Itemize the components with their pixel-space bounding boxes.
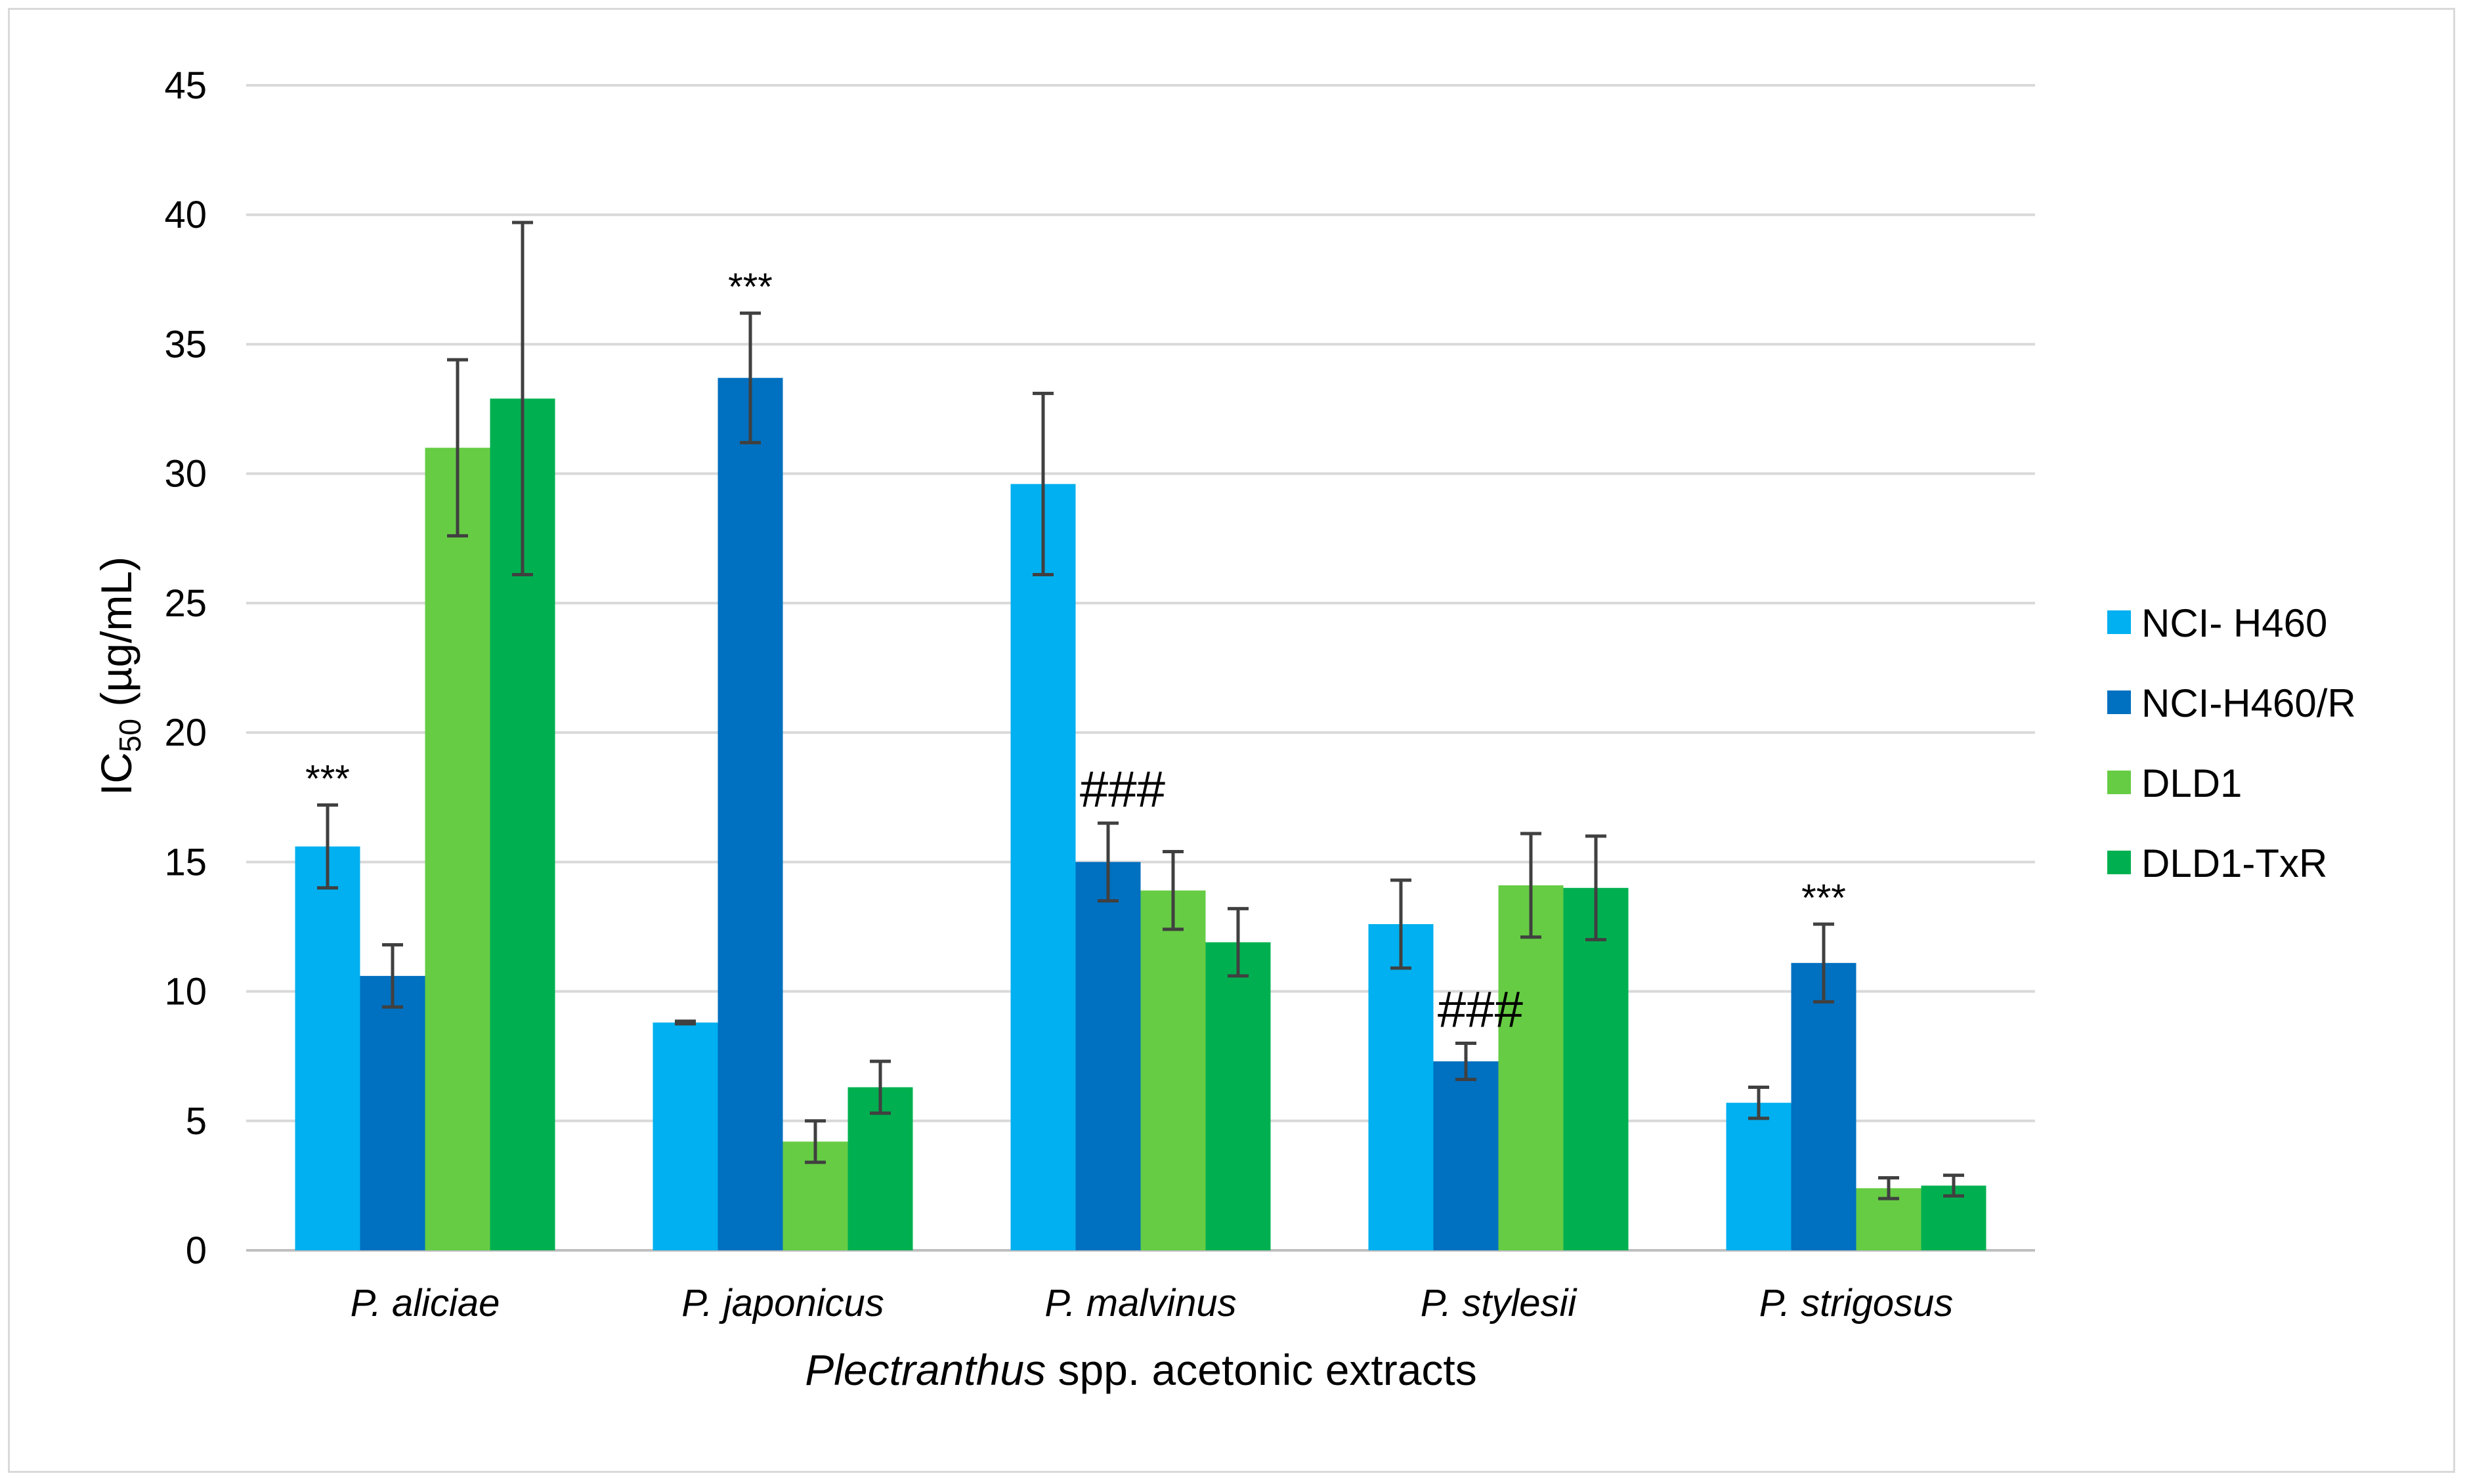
bar (1563, 887, 1629, 1250)
legend-label: NCI-H460/R (2141, 681, 2356, 725)
x-axis-title: Plectranthus spp. acetonic extracts (805, 1346, 1477, 1394)
bar (1791, 963, 1856, 1250)
x-tick-labels: P. aliciae P. japonicus P. malvinus P. styl… (351, 1282, 1954, 1325)
significance-annotation: *** (305, 758, 350, 801)
legend-label: DLD1-TxR (2141, 841, 2327, 885)
y-tick-label: 10 (164, 971, 207, 1013)
y-tick-label: 15 (164, 841, 207, 883)
bar (718, 377, 783, 1251)
x-tick-label: P. malvinus (1044, 1282, 1236, 1325)
y-tick-label: 5 (186, 1100, 207, 1143)
bar (425, 448, 490, 1251)
legend-swatch (2107, 771, 2131, 794)
significance-annotations: *** *** ### ### *** (305, 266, 1846, 1038)
legend-label: DLD1 (2141, 761, 2242, 805)
bar (1010, 484, 1076, 1250)
y-axis-title: IC50 (µg/mL) (92, 557, 147, 795)
significance-annotation: ### (1080, 760, 1165, 818)
x-tick-label: P. strigosus (1759, 1282, 1954, 1325)
y-tick-label: 0 (186, 1229, 207, 1272)
bar (1726, 1103, 1791, 1250)
x-tick-label: P. aliciae (351, 1282, 500, 1325)
x-tick-label: P. japonicus (681, 1282, 884, 1325)
bar (653, 1022, 718, 1250)
x-tick-label: P. stylesii (1421, 1282, 1578, 1325)
bar (295, 846, 360, 1250)
y-tick-label: 25 (164, 582, 207, 625)
bars (295, 377, 1986, 1251)
significance-annotation: *** (728, 266, 773, 308)
legend: NCI- H460 NCI-H460/R DLD1 DLD1-TxR (2107, 601, 2356, 885)
y-tick-labels: 0 5 10 15 20 25 30 35 40 45 (164, 64, 207, 1272)
legend-swatch (2107, 610, 2131, 634)
y-tick-label: 30 (164, 453, 207, 496)
y-tick-label: 20 (164, 711, 207, 754)
significance-annotation: ### (1438, 980, 1523, 1038)
legend-label: NCI- H460 (2141, 601, 2327, 645)
legend-swatch (2107, 851, 2131, 874)
bar (1140, 890, 1206, 1250)
y-tick-label: 45 (164, 64, 207, 107)
legend-swatch (2107, 690, 2131, 714)
bar (1205, 942, 1271, 1250)
y-tick-label: 35 (164, 323, 207, 366)
significance-annotation: *** (1801, 877, 1846, 920)
bar (1433, 1061, 1499, 1250)
y-tick-label: 40 (164, 194, 207, 236)
bar (360, 975, 425, 1250)
bar (1075, 862, 1141, 1250)
bar (1498, 885, 1564, 1250)
bar (1368, 924, 1434, 1250)
error-bars (317, 221, 1964, 1200)
